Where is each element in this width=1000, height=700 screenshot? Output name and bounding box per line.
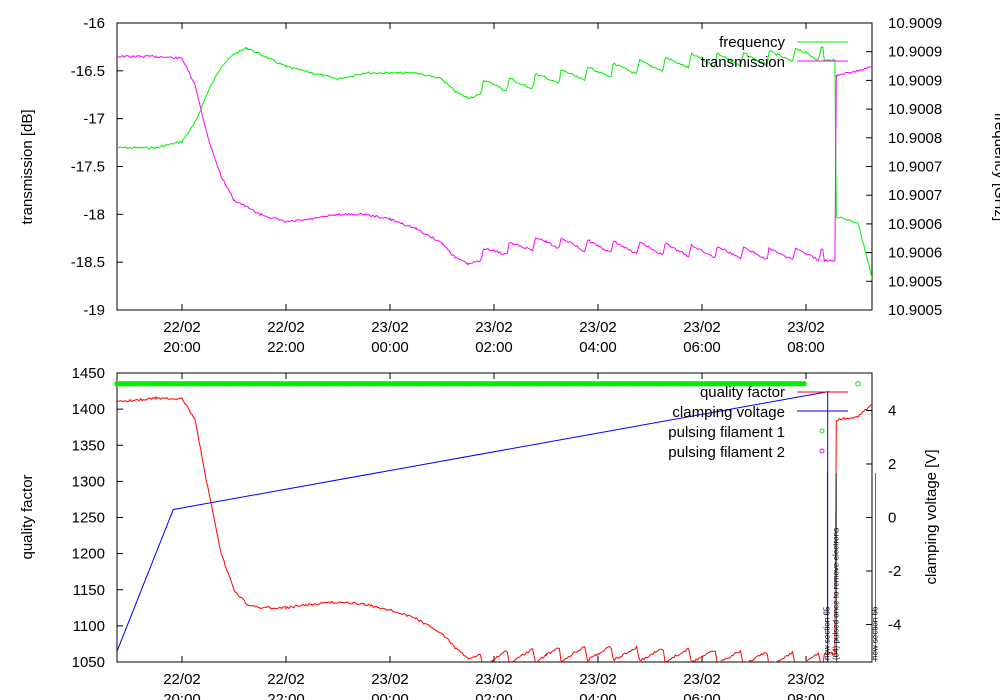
bottom-x-tick-time: 04:00 xyxy=(579,691,617,700)
legend-pulsing-filament-1-label: pulsing filament 1 xyxy=(668,424,785,441)
top-y2-axis-label: frequency [GHz] xyxy=(991,113,1000,221)
top-x-tick-date: 23/02 xyxy=(475,319,513,336)
top-y2-tick-label: 10.9009 xyxy=(888,15,942,32)
top-y2-tick-label: 10.9006 xyxy=(888,216,942,233)
bottom-y-tick-label: 1200 xyxy=(72,546,105,563)
bottom-y-tick-label: 1450 xyxy=(72,365,105,382)
series-quality-factor-line xyxy=(117,396,872,662)
annotation-label: (64) pulsed once to remove electrons xyxy=(831,528,840,660)
top-x-tick-time: 22:00 xyxy=(267,339,305,356)
annotation-label: new section 65 xyxy=(823,606,832,660)
top-x-tick-date: 23/02 xyxy=(579,319,617,336)
top-legend: frequency transmission xyxy=(701,34,848,71)
bottom-annotations: new section 65 (64) pulsed once to remove… xyxy=(823,473,879,662)
top-x-tick-date: 22/02 xyxy=(267,319,305,336)
top-y2-tick-label: 10.9009 xyxy=(888,72,942,89)
top-x-ticks: 22/02 20:00 22/02 22:00 23/02 00:00 23/02 02:00… xyxy=(163,23,825,356)
top-x-tick-time: 02:00 xyxy=(475,339,513,356)
bottom-y-tick-label: 1300 xyxy=(72,473,105,490)
pulsing-filament-1-point xyxy=(855,381,861,387)
top-y2-tick-label: 10.9008 xyxy=(888,101,942,118)
top-y2-tick-label: 10.9007 xyxy=(888,187,942,204)
bottom-left-y-ticks: 1450 1400 1350 1300 1250 1200 1150 1100 1050 xyxy=(72,365,123,671)
top-y2-tick-label: 10.9007 xyxy=(888,159,942,176)
top-x-tick-time: 00:00 xyxy=(371,339,409,356)
series-frequency-line xyxy=(117,46,872,280)
bottom-x-tick-time: 00:00 xyxy=(371,691,409,700)
top-y2-tick-label: 10.9005 xyxy=(888,273,942,290)
bottom-y-tick-label: 1050 xyxy=(72,654,105,671)
top-x-tick-time: 04:00 xyxy=(579,339,617,356)
legend-transmission-label: transmission xyxy=(701,54,785,71)
bottom-x-tick-time: 06:00 xyxy=(683,691,721,700)
top-y2-tick-label: 10.9009 xyxy=(888,44,942,61)
legend-pulsing-filament-1-marker xyxy=(819,428,825,434)
bottom-x-ticks: 22/02 20:00 22/02 22:00 23/02 00:00 23/02 02:00… xyxy=(163,373,825,700)
bottom-x-tick-time: 20:00 xyxy=(163,691,201,700)
series-pulsing-filament-1-points xyxy=(114,381,861,387)
top-y-tick-label: -18 xyxy=(83,206,105,223)
bottom-right-y-ticks: 4 2 0 -2 -4 xyxy=(866,402,901,634)
legend-pulsing-filament-2-marker xyxy=(819,448,825,454)
top-y-tick-label: -19 xyxy=(83,302,105,319)
legend-clamping-voltage-label: clamping voltage xyxy=(672,404,785,421)
bottom-y-tick-label: 1400 xyxy=(72,401,105,418)
top-x-tick-time: 20:00 xyxy=(163,339,201,356)
top-x-tick-time: 08:00 xyxy=(787,339,825,356)
bottom-y2-tick-label: 2 xyxy=(888,456,896,473)
top-y-tick-label: -16 xyxy=(83,15,105,32)
bottom-y-tick-label: 1150 xyxy=(73,582,105,599)
legend-frequency-label: frequency xyxy=(719,34,785,51)
top-y-tick-label: -18.5 xyxy=(71,254,105,271)
top-x-tick-date: 23/02 xyxy=(683,319,721,336)
bottom-y-tick-label: 1250 xyxy=(72,510,105,527)
top-y-tick-label: -17 xyxy=(83,111,105,128)
bottom-y2-axis-label: clamping voltage [V] xyxy=(923,449,940,584)
bottom-x-tick-date: 22/02 xyxy=(267,671,305,688)
bottom-y-axis-label: quality factor xyxy=(19,474,36,559)
bottom-x-tick-date: 23/02 xyxy=(475,671,513,688)
bottom-x-tick-date: 23/02 xyxy=(371,671,409,688)
bottom-y2-tick-label: -2 xyxy=(888,563,901,580)
bottom-x-tick-time: 08:00 xyxy=(787,691,825,700)
bottom-y-tick-label: 1350 xyxy=(72,437,105,454)
bottom-x-tick-time: 22:00 xyxy=(267,691,305,700)
top-x-tick-date: 23/02 xyxy=(787,319,825,336)
top-panel: -16-16.5-17-17.5-18-18.5-19 10.900910.90… xyxy=(19,15,1000,356)
top-right-y-ticks: 10.9009 10.9009 10.9009 10.9008 10.9008 10.90… xyxy=(866,15,942,319)
top-y-axis-label: transmission [dB] xyxy=(19,109,36,224)
bottom-x-tick-date: 22/02 xyxy=(163,671,201,688)
top-left-y-ticks: -16 -16.5 -17 -17.5 -18 -18.5 -19 xyxy=(71,15,123,319)
top-series-layer xyxy=(117,46,872,280)
top-x-tick-date: 22/02 xyxy=(163,319,201,336)
bottom-x-tick-time: 02:00 xyxy=(475,691,513,700)
bottom-y2-tick-label: -4 xyxy=(888,617,901,634)
top-x-tick-date: 23/02 xyxy=(371,319,409,336)
bottom-y2-tick-label: 4 xyxy=(888,402,896,419)
bottom-y2-tick-label: 0 xyxy=(888,510,896,527)
pulsing-filament-1-point xyxy=(801,381,807,387)
top-x-tick-time: 06:00 xyxy=(683,339,721,356)
top-y2-tick-label: 10.9005 xyxy=(888,302,942,319)
series-transmission-line xyxy=(117,54,872,266)
bottom-x-tick-date: 23/02 xyxy=(579,671,617,688)
bottom-x-tick-date: 23/02 xyxy=(787,671,825,688)
annotation-label: new section 66 xyxy=(870,606,879,660)
bottom-legend: quality factor clamping voltage pulsing … xyxy=(668,384,848,461)
bottom-x-tick-date: 23/02 xyxy=(683,671,721,688)
top-y2-tick-label: 10.9006 xyxy=(888,245,942,262)
legend-quality-factor-label: quality factor xyxy=(700,384,785,401)
top-y-tick-label: -16.5 xyxy=(71,63,105,80)
bottom-y-tick-label: 1100 xyxy=(73,618,105,635)
top-y2-tick-label: 10.9008 xyxy=(888,130,942,147)
top-y-tick-label: -17.5 xyxy=(71,159,105,176)
legend-pulsing-filament-2-label: pulsing filament 2 xyxy=(668,444,785,461)
